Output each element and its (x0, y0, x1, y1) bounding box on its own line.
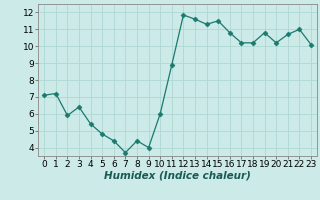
X-axis label: Humidex (Indice chaleur): Humidex (Indice chaleur) (104, 171, 251, 181)
